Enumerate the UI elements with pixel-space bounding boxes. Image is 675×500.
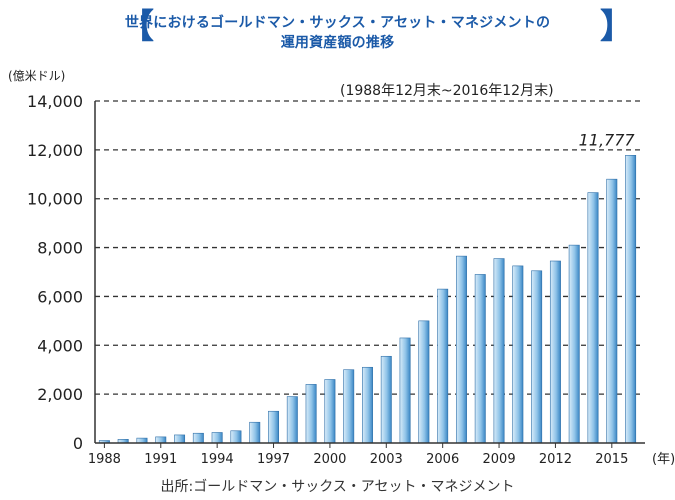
bar [437, 288, 449, 444]
x-tick-label: 2015 [595, 452, 628, 467]
bar [531, 270, 543, 444]
chart-title-line2: 運用資産額の推移 [280, 35, 395, 51]
bar [587, 192, 599, 444]
title-bracket-left: 【 [120, 7, 154, 47]
title-bracket-right: 】 [600, 7, 634, 47]
y-tick-label: 4,000 [37, 336, 83, 355]
y-tick-label: 2,000 [37, 385, 83, 404]
y-tick-label: 12,000 [27, 141, 83, 160]
chart-title-block: 【 世界におけるゴールドマン・サックス・アセット・マネジメントの 運用資産額の推… [0, 4, 675, 54]
bar [155, 436, 167, 444]
x-tick-label: 1997 [257, 452, 290, 467]
period-label: (1988年12月末~2016年12月末) [340, 83, 554, 99]
bar [380, 355, 392, 444]
x-tick-label: 2009 [483, 452, 516, 467]
data-label-2016: 11,777 [579, 130, 636, 149]
bar-chart: 0 2,000 4,000 6,000 8,000 10,000 12,000 14,000 1… [27, 92, 675, 467]
bar [362, 366, 373, 444]
x-tick-label: 2006 [426, 452, 459, 467]
bar [286, 396, 298, 444]
y-tick-label: 0 [73, 434, 83, 453]
bar [625, 155, 637, 444]
bar-layer [98, 155, 637, 444]
bar [549, 260, 561, 444]
y-tick-label: 14,000 [27, 92, 83, 111]
bar [324, 379, 336, 444]
bar [192, 432, 204, 444]
x-tick-label: 2003 [370, 452, 403, 467]
bar [343, 369, 355, 444]
chart-title-line1: 世界におけるゴールドマン・サックス・アセット・マネジメントの [124, 15, 551, 31]
bar [455, 255, 467, 444]
bar [305, 384, 317, 444]
axis-layer [94, 101, 645, 448]
y-tick-label: 8,000 [37, 239, 83, 258]
bar [399, 337, 411, 444]
x-tick-label: 1991 [144, 452, 177, 467]
bar [211, 432, 223, 444]
bar [512, 265, 524, 444]
bar [418, 320, 430, 444]
y-axis-unit-label: (億米ドル) [8, 69, 66, 83]
label-layer: 0 2,000 4,000 6,000 8,000 10,000 12,000 14,000 1… [27, 92, 675, 467]
y-tick-label: 6,000 [37, 287, 83, 306]
x-tick-label: 2012 [539, 452, 572, 467]
bar [174, 434, 186, 444]
x-tick-label: 2000 [313, 452, 346, 467]
bar [249, 421, 261, 444]
bar [493, 258, 505, 444]
x-axis-unit-label: (年) [652, 452, 675, 467]
bar [606, 178, 618, 444]
y-tick-label: 10,000 [27, 190, 83, 209]
bar [474, 274, 486, 444]
bar [230, 430, 242, 444]
source-label: 出所:ゴールドマン・サックス・アセット・マネジメント [160, 479, 515, 495]
bar [268, 410, 280, 444]
bar [568, 244, 580, 444]
x-tick-label: 1988 [88, 452, 121, 467]
x-tick-label: 1994 [201, 452, 234, 467]
